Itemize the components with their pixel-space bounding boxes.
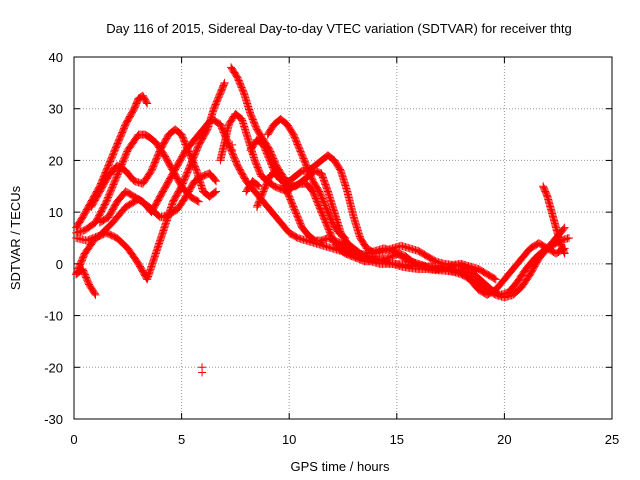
series-group-outliers xyxy=(198,140,237,377)
axis-layer: 0 5 10 15 20 25 -30 -20 -10 0 10 20 30 40 xyxy=(44,50,619,447)
data-point xyxy=(491,275,500,284)
x-axis-label: GPS time / hours xyxy=(291,459,390,474)
data-point xyxy=(104,222,113,231)
data-point xyxy=(194,197,203,206)
data-point xyxy=(564,234,573,242)
data-point xyxy=(90,289,99,298)
data-point xyxy=(472,267,481,276)
outlier-point xyxy=(228,146,237,155)
series-group-track-5 xyxy=(72,78,229,284)
data-point xyxy=(339,232,347,241)
x-tick-label: 25 xyxy=(605,432,619,447)
y-axis-label: SDTVAR / TECUs xyxy=(8,185,23,290)
data-point xyxy=(559,224,568,233)
data-point xyxy=(193,197,202,206)
chart-title: Day 116 of 2015, Sidereal Day-to-day VTE… xyxy=(106,21,572,36)
data-point xyxy=(560,223,569,232)
data-point xyxy=(340,233,349,242)
data-point xyxy=(308,234,317,243)
y-tick-label: 20 xyxy=(49,153,63,168)
data-point xyxy=(142,98,151,107)
y-tick-label: 40 xyxy=(49,50,63,65)
series-group-track-11 xyxy=(252,166,481,276)
series-group-track-2 xyxy=(72,130,203,237)
data-point xyxy=(252,180,261,189)
data-point xyxy=(471,267,480,276)
series-group-track-8 xyxy=(216,109,573,299)
series-group-track-13 xyxy=(539,182,569,258)
data-layer xyxy=(72,63,573,377)
data-point xyxy=(212,187,221,196)
data-point xyxy=(295,168,304,177)
data-point xyxy=(253,181,262,190)
x-tick-label: 20 xyxy=(497,432,511,447)
data-point xyxy=(105,221,114,230)
y-tick-label: 30 xyxy=(49,102,63,117)
x-tick-label: 15 xyxy=(390,432,404,447)
grid-layer xyxy=(74,57,612,419)
data-point xyxy=(91,290,100,299)
series-group-track-4 xyxy=(87,125,221,211)
data-point xyxy=(490,274,499,283)
data-point xyxy=(153,211,162,220)
x-tick-label: 5 xyxy=(178,432,185,447)
series-group-track-12 xyxy=(263,115,350,242)
data-point xyxy=(143,99,152,108)
y-tick-label: -30 xyxy=(44,412,63,427)
data-point xyxy=(212,177,221,186)
series-group-track-14 xyxy=(242,177,264,196)
data-point xyxy=(255,182,264,191)
y-tick-label: 10 xyxy=(49,205,63,220)
data-point xyxy=(220,80,229,89)
data-point xyxy=(560,249,569,258)
data-point xyxy=(141,130,150,139)
y-tick-label: 0 xyxy=(56,257,63,272)
data-point xyxy=(560,248,569,257)
x-tick-label: 10 xyxy=(282,432,296,447)
data-point xyxy=(209,189,218,198)
data-point xyxy=(211,176,220,185)
data-point xyxy=(210,188,219,197)
data-point xyxy=(135,93,144,102)
x-tick-label: 0 xyxy=(70,432,77,447)
series-group-track-6 xyxy=(72,265,100,299)
y-tick-label: -20 xyxy=(44,360,63,375)
data-point xyxy=(143,131,152,140)
data-point xyxy=(220,78,229,87)
outlier-point xyxy=(198,368,207,377)
data-point xyxy=(341,234,350,242)
data-point xyxy=(142,131,151,140)
y-tick-label: -10 xyxy=(44,309,63,324)
